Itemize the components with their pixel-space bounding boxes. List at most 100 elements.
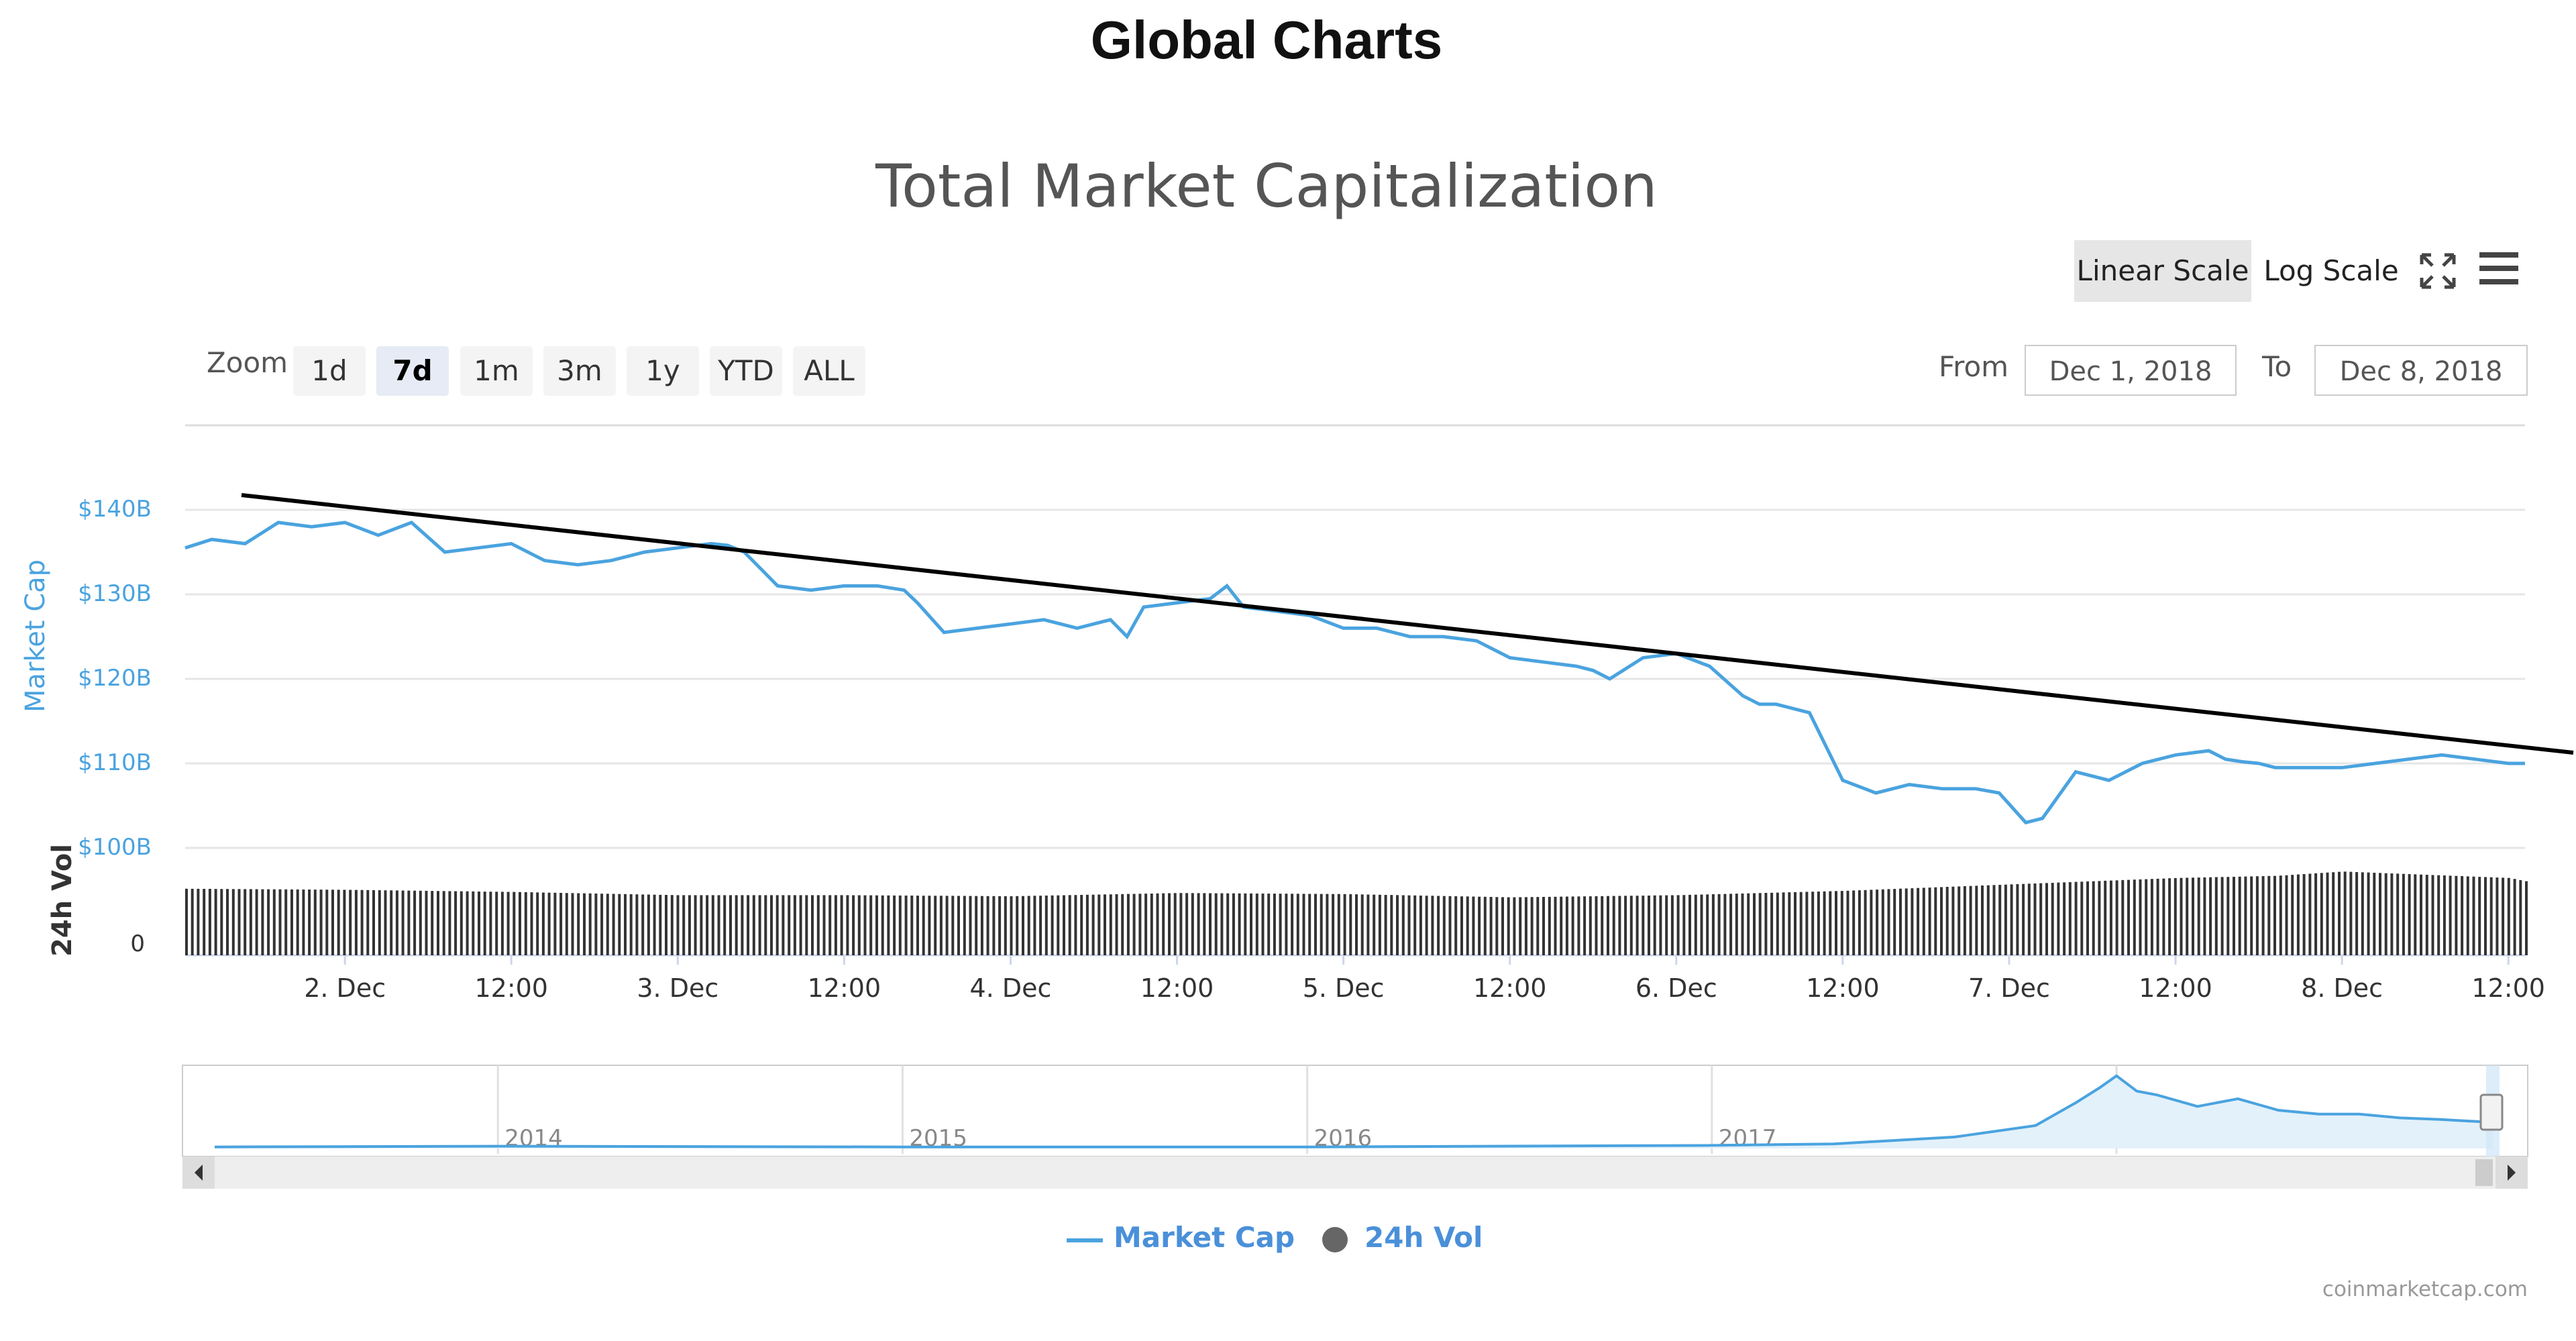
x-tick-label: 3. Dec <box>637 973 718 1003</box>
volume-bar <box>1314 894 1317 955</box>
volume-bar <box>571 893 574 955</box>
volume-bar <box>1951 886 1955 955</box>
zoom-7d-button[interactable]: 7d <box>376 346 449 396</box>
volume-bar <box>747 895 750 955</box>
volume-bar <box>1817 892 1820 955</box>
volume-bar <box>2502 877 2505 955</box>
volume-bar <box>1513 897 1516 955</box>
volume-bar <box>1044 896 1048 955</box>
volume-bar <box>612 894 615 955</box>
volume-bar <box>419 890 422 955</box>
volume-bar <box>1945 887 1949 955</box>
hamburger-menu-icon[interactable] <box>2478 250 2521 287</box>
volume-bar <box>1401 895 1405 955</box>
volume-bar <box>1700 894 1703 955</box>
volume-bar <box>706 895 709 955</box>
volume-bar <box>2332 872 2335 955</box>
volume-bar <box>2314 873 2318 955</box>
volume-bar <box>998 896 1002 955</box>
volume-bar <box>1653 895 1656 955</box>
volume-bar <box>659 894 662 955</box>
volume-bar <box>846 895 849 955</box>
volume-bar <box>1870 890 1873 955</box>
volume-bar <box>1472 896 1475 955</box>
volume-bar <box>2425 875 2428 955</box>
volume-bar <box>1332 894 1335 955</box>
volume-bar <box>1729 894 1733 955</box>
volume-bar <box>2016 884 2019 955</box>
volume-bar <box>2214 877 2218 955</box>
navigator-scrollbar[interactable] <box>182 1157 2528 1189</box>
volume-bar <box>1823 891 1826 955</box>
linear-scale-button[interactable]: Linear Scale <box>2074 240 2251 302</box>
volume-bar <box>1425 896 1428 955</box>
volume-bar <box>641 894 645 955</box>
volume-bar <box>2233 877 2235 955</box>
volume-bar <box>816 895 820 955</box>
volume-bar <box>577 893 580 955</box>
volume-bar <box>2086 881 2089 955</box>
x-tick-label: 8. Dec <box>2301 973 2383 1003</box>
volume-bar <box>1057 895 1060 955</box>
from-date-input[interactable]: Dec 1, 2018 <box>2025 345 2237 396</box>
volume-bar <box>483 892 486 955</box>
zoom-3m-button[interactable]: 3m <box>543 346 616 396</box>
volume-bar <box>676 895 680 955</box>
volume-bar <box>2496 877 2499 955</box>
legend-market-cap[interactable]: Market Cap <box>1114 1221 1295 1254</box>
to-label: To <box>2262 350 2292 383</box>
zoom-all-button[interactable]: ALL <box>793 346 865 396</box>
volume-bar <box>939 896 943 955</box>
volume-bar <box>951 896 955 955</box>
volume-bar <box>2174 877 2177 955</box>
volume-bar <box>1501 897 1504 955</box>
volume-bar <box>735 895 738 955</box>
volume-bar <box>1618 896 1621 955</box>
scrollbar-thumb[interactable] <box>2475 1159 2493 1186</box>
y-tick-label: $120B <box>78 665 152 692</box>
zoom-1d-button[interactable]: 1d <box>293 346 366 396</box>
legend-volume[interactable]: 24h Vol <box>1364 1221 1483 1254</box>
volume-bar <box>1911 888 1914 955</box>
volume-bar <box>1413 895 1417 955</box>
log-scale-button[interactable]: Log Scale <box>2263 254 2399 287</box>
volume-bar <box>1648 896 1650 955</box>
arrow-left-icon <box>195 1165 203 1181</box>
volume-bar <box>2384 873 2387 955</box>
volume-bar <box>2098 881 2101 955</box>
volume-bar <box>916 896 919 955</box>
volume-bar <box>2414 874 2417 955</box>
volume-bar <box>863 895 867 955</box>
volume-bar <box>1723 894 1727 955</box>
credit-link[interactable]: coinmarketcap.com <box>2322 1277 2528 1301</box>
volume-bar <box>2033 883 2037 955</box>
to-date-input[interactable]: Dec 8, 2018 <box>2314 345 2528 396</box>
volume-bar <box>2156 878 2159 955</box>
volume-bar <box>185 888 188 955</box>
volume-bar <box>524 892 527 955</box>
volume-bar <box>1437 896 1440 955</box>
zoom-1y-button[interactable]: 1y <box>627 346 699 396</box>
volume-bar <box>758 895 761 955</box>
volume-bar <box>2080 881 2084 955</box>
volume-bar <box>1805 892 1809 955</box>
volume-bar <box>635 894 639 955</box>
volume-bar <box>1659 895 1662 955</box>
from-label: From <box>1939 350 2009 383</box>
volume-bar <box>460 891 463 955</box>
volume-bar <box>1577 896 1580 955</box>
volume-bar <box>975 896 978 955</box>
volume-bar <box>1022 896 1024 955</box>
volume-bar <box>506 892 510 955</box>
navigator-handle[interactable] <box>2479 1093 2504 1131</box>
zoom-ytd-button[interactable]: YTD <box>710 346 782 396</box>
zoom-1m-button[interactable]: 1m <box>460 346 533 396</box>
volume-bar <box>1799 892 1803 955</box>
expand-icon[interactable] <box>2418 251 2458 291</box>
volume-bar <box>495 892 498 955</box>
volume-bar <box>2180 877 2183 955</box>
volume-bar <box>711 895 714 955</box>
volume-bar <box>1308 894 1311 955</box>
volume-bar <box>325 890 329 955</box>
